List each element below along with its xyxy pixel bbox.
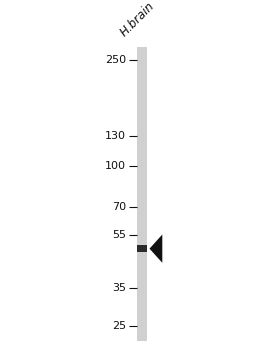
Bar (137, 245, 147, 252)
Text: 250: 250 (105, 55, 126, 65)
Bar (137, 47, 147, 341)
Text: 55: 55 (112, 230, 126, 240)
Text: 130: 130 (105, 131, 126, 141)
Text: 25: 25 (112, 322, 126, 331)
Text: H.brain: H.brain (118, 0, 157, 39)
Text: 100: 100 (105, 161, 126, 171)
Text: 35: 35 (112, 282, 126, 293)
Polygon shape (150, 234, 162, 263)
Text: 70: 70 (112, 203, 126, 212)
